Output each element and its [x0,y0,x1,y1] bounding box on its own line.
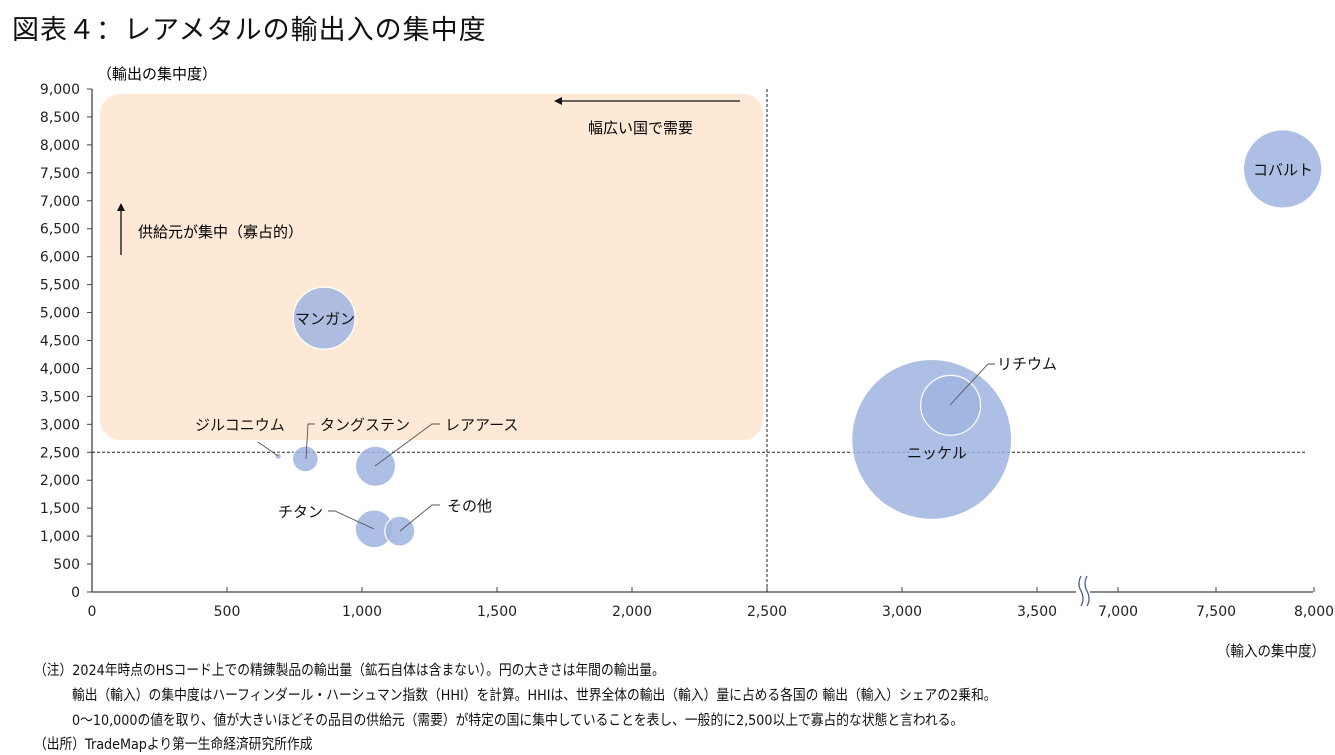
leader-line [328,510,375,530]
leader-line [949,363,995,406]
bubble-label: その他 [447,497,492,515]
leader-line [257,441,279,457]
axis-break-icon [1084,575,1090,607]
y-tick-label: 2,500 [40,445,80,461]
x-tick-label: 2,000 [612,604,652,620]
x-tick-label: 0 [88,604,97,620]
concentrated-supply-region [100,94,763,440]
arrow-left-head-icon [554,97,562,105]
x-tick-label: 2,500 [747,604,787,620]
bubble-label: ジルコニウム [195,416,285,434]
leader-line [374,423,440,467]
bubble-label: レアアース [445,416,518,434]
y-tick-label: 7,000 [40,194,80,210]
x-axis-label: （輸入の集中度） [1216,642,1325,660]
bubble-label: リチウム [997,355,1057,373]
y-axis-label: （輸出の集中度） [97,65,217,83]
bubble-label: コバルト [1253,161,1313,179]
bubble-コバルト [1242,129,1323,209]
leader-line [305,423,315,460]
y-tick-label: 1,500 [40,501,80,517]
bubble-レアアース [354,445,397,487]
source-note: （出所）TradeMapより第一生命経済研究所作成 [34,737,313,753]
bubble-ジルコニウム [274,452,282,460]
bubble-label: ニッケル [907,444,967,462]
y-tick-label: 6,500 [40,222,80,238]
note-3: 0～10,000の値を取り、値が大きいほどその品目の供給元（需要）が特定の国に集… [72,713,964,729]
x-tick-label: 8,000 [1294,604,1334,620]
region-label-demand: 幅広い国で需要 [588,119,693,137]
bubble-タングステン [291,445,319,473]
bubble-label: チタン [278,503,323,521]
x-tick-label: 1,500 [477,604,517,620]
bubble-リチウム [920,374,982,436]
bubble-chart: 0 500 1,000 1,500 2,000 2,500 3,000 3,500 4,000 4… [40,65,1334,620]
y-tick-label: 3,500 [40,389,80,405]
y-tick-label: 8,000 [40,138,80,154]
x-tick-label: 3,500 [1017,604,1057,620]
chart-title: 図表４：レアメタルの輸出入の集中度 [12,15,487,46]
x-tick-label: 3,000 [882,604,922,620]
y-tick-label: 2,000 [40,473,80,489]
x-tick-label: 7,500 [1196,604,1236,620]
y-tick-label: 5,500 [40,278,80,294]
y-tick-label: 5,000 [40,306,80,322]
bubble-マンガン [292,286,356,350]
y-tick-label: 0 [71,585,80,601]
bubble-その他 [384,515,416,547]
arrow-up-head-icon [117,203,125,211]
leader-line [399,504,440,532]
x-tick-label: 1,000 [342,604,382,620]
note-2: 輸出（輸入）の集中度はハーフィンダール・ハーシュマン指数（HHI）を計算。HHI… [72,688,997,704]
axis-break-icon [1078,575,1084,607]
y-tick-label: 500 [53,557,80,573]
note-1: （注）2024年時点のHSコード上での精錬製品の輸出量（鉱石自体は含まない）。円… [34,663,665,679]
y-tick-label: 7,500 [40,166,80,182]
y-tick-label: 3,000 [40,417,80,433]
y-tick-label: 6,000 [40,250,80,266]
y-tick-label: 1,000 [40,529,80,545]
y-tick-label: 9,000 [40,82,80,98]
x-tick-label: 500 [214,604,241,620]
y-tick-label: 4,500 [40,334,80,350]
x-tick-label: 7,000 [1098,604,1138,620]
bubble-label: マンガン [295,310,355,328]
y-tick-label: 8,500 [40,110,80,126]
region-label-supply: 供給元が集中（寡占的） [138,223,303,241]
y-tick-label: 4,000 [40,361,80,377]
bubble-label: タングステン [320,416,410,434]
